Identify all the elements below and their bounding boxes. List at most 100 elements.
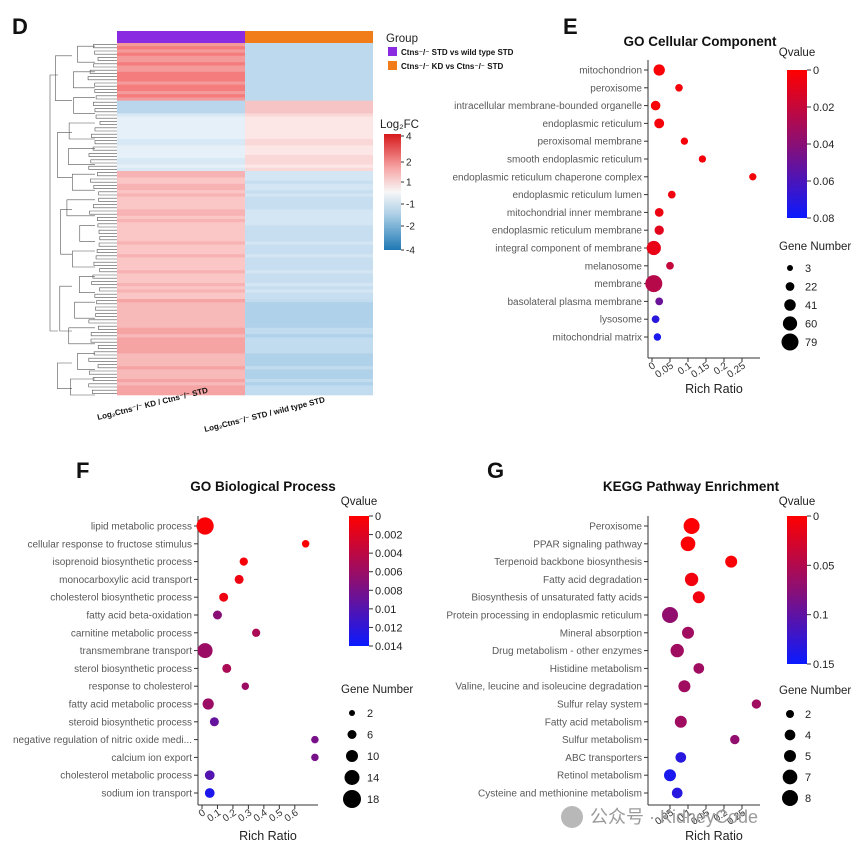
heatmap-cell: [245, 231, 373, 236]
heatmap-cell: [117, 52, 245, 57]
heatmap-cell: [117, 126, 245, 130]
heatmap-cell: [245, 132, 373, 137]
heatmap-cell: [117, 257, 245, 261]
dendrogram-branch: [73, 71, 95, 89]
heatmap-cell: [245, 49, 373, 53]
dendrogram-branch: [88, 153, 117, 157]
heatmap-cell: [117, 161, 245, 165]
go-biological-process-chart: GO Biological Process00.10.20.30.40.50.6…: [13, 479, 413, 843]
logfc-legend-title: Log₂FC: [380, 119, 419, 131]
e-qvalue-tick-label: 0.02: [813, 102, 834, 114]
heatmap-cell: [245, 94, 373, 98]
g-point: [684, 572, 699, 587]
e-point: [675, 84, 683, 92]
heatmap-cell: [245, 225, 373, 229]
heatmap-cell: [117, 279, 245, 284]
heatmap-cell: [245, 356, 373, 361]
dendrogram-branch: [57, 132, 72, 178]
g-size-legend-dot: [784, 729, 796, 741]
f-term-label: fatty acid metabolic process: [69, 700, 192, 711]
heatmap-cell: [117, 129, 245, 133]
f-point: [252, 628, 261, 637]
e-chart-title: GO Cellular Component: [623, 34, 777, 49]
heatmap-cell: [117, 91, 245, 95]
g-qvalue-colorbar: [787, 516, 807, 664]
e-term-label: membrane: [594, 279, 642, 290]
heatmap-cell: [117, 241, 245, 245]
f-term-label: fatty acid beta-oxidation: [86, 611, 192, 622]
heatmap-cell: [117, 302, 245, 306]
heatmap-cell: [117, 311, 245, 316]
f-point: [239, 557, 248, 566]
e-point: [680, 137, 689, 145]
heatmap-cell: [117, 270, 245, 274]
dendrogram-branch: [95, 255, 117, 260]
e-x-axis-title: Rich Ratio: [685, 382, 743, 396]
dendrogram-branch: [98, 197, 117, 202]
dendrogram-branch: [89, 210, 117, 215]
heatmap-cell: [117, 315, 245, 319]
f-point: [204, 770, 215, 781]
f-size-legend-label: 14: [367, 773, 379, 785]
heatmap-cell: [245, 353, 373, 357]
logfc-tick-label: -1: [406, 200, 415, 211]
heatmap-cell: [245, 180, 373, 185]
g-size-legend-dot: [784, 750, 796, 762]
dendrogram-branch: [77, 353, 95, 370]
e-point: [654, 118, 665, 129]
g-point: [682, 626, 694, 639]
heatmap-cell: [245, 363, 373, 367]
g-size-legend-dot: [786, 710, 794, 718]
f-qvalue-tick-label: 0.006: [375, 567, 403, 579]
heatmap-cell: [245, 379, 373, 383]
heatmap-cell: [245, 100, 373, 105]
dendrogram-branch: [95, 306, 117, 311]
e-term-label: endoplasmic reticulum lumen: [512, 190, 642, 201]
g-size-legend-label: 8: [805, 793, 811, 805]
dendrogram-branch: [99, 268, 117, 273]
dendrogram-branch: [95, 313, 117, 317]
heatmap-cell: [117, 190, 245, 194]
row-dendrogram: [49, 44, 117, 396]
heatmap-cell: [117, 375, 245, 380]
heatmap-cell: [117, 145, 245, 149]
watermark-text: 公众号 · KidneyCode: [590, 807, 758, 827]
heatmap-cell: [245, 43, 373, 47]
f-point: [311, 753, 319, 762]
f-point: [222, 663, 232, 673]
f-point: [219, 592, 229, 602]
dendrogram-branch: [88, 383, 117, 388]
heatmap-cell: [117, 391, 245, 396]
dendrogram-branch: [92, 377, 117, 381]
heatmap-cell: [245, 263, 373, 268]
dendrogram-branch: [87, 76, 117, 81]
dendrogram-branch: [94, 293, 117, 298]
heatmap-cell: [245, 68, 373, 73]
heatmap-cell: [245, 305, 373, 309]
heatmap-cell: [117, 263, 245, 268]
heatmap-cell: [117, 235, 245, 239]
heatmap-cell: [117, 331, 245, 335]
e-point: [653, 64, 665, 76]
dendrogram-branch: [92, 274, 117, 279]
g-point: [670, 643, 684, 658]
heatmap-cell: [117, 110, 245, 114]
heatmap-cell: [117, 343, 245, 348]
heatmap-cell: [245, 324, 373, 329]
heatmap-cell: [117, 305, 245, 309]
dendrogram-branch: [73, 97, 95, 114]
group-legend-title: Group: [386, 33, 418, 45]
heatmap-cell: [117, 142, 245, 146]
dendrogram-branch: [90, 338, 117, 343]
heatmap-cell: [117, 212, 245, 217]
heatmap-cell: [245, 241, 373, 245]
heatmap-cell: [245, 164, 373, 169]
g-point: [664, 769, 676, 782]
heatmap-cell: [117, 215, 245, 220]
e-point: [654, 208, 664, 217]
dendrogram-branch: [97, 223, 117, 228]
e-size-legend-dot: [782, 316, 798, 331]
dendrogram-branch: [90, 178, 117, 183]
f-point: [202, 698, 214, 710]
